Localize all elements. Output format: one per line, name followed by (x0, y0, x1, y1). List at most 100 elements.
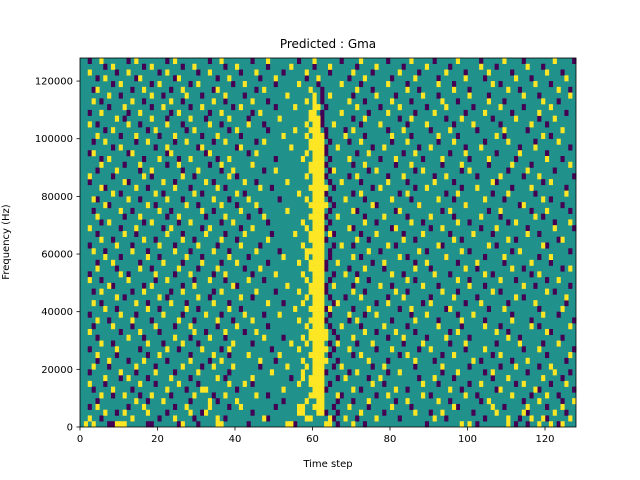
heatmap-cell-low (165, 357, 170, 364)
heatmap-cell-high (316, 184, 321, 191)
heatmap-cell-low (405, 254, 410, 261)
heatmap-cell-high (521, 92, 526, 99)
heatmap-cell-low (355, 207, 360, 214)
heatmap-cell-high (207, 398, 213, 405)
heatmap-cell-low (541, 63, 546, 70)
heatmap-cell-high (145, 202, 151, 209)
heatmap-cell-high (320, 213, 325, 220)
heatmap-cell-high (320, 207, 325, 214)
heatmap-cell-high (188, 156, 193, 163)
heatmap-cell-high (308, 213, 313, 220)
heatmap-cell-low (328, 323, 333, 330)
heatmap-cell-high (118, 421, 123, 428)
heatmap-cell-low (448, 340, 453, 347)
heatmap-cell-high (165, 121, 170, 128)
heatmap-cell-high (304, 294, 309, 301)
heatmap-cell-low (572, 58, 577, 65)
heatmap-cell-low (471, 409, 476, 416)
heatmap-cell-high (103, 202, 108, 209)
heatmap-cell-high (405, 352, 410, 359)
heatmap-cell-low (312, 63, 317, 70)
heatmap-cell-low (281, 334, 286, 341)
heatmap-cell-low (211, 138, 216, 145)
heatmap-cell-high (169, 225, 174, 232)
heatmap-cell-low (262, 167, 267, 174)
heatmap-cell-low (215, 156, 220, 163)
heatmap-cell-low (328, 219, 333, 226)
heatmap-cell-low (502, 132, 507, 139)
heatmap-cell-high (293, 305, 298, 312)
heatmap-cell-low (428, 127, 433, 134)
heatmap-cell-high (246, 352, 251, 359)
heatmap-cell-high (242, 179, 247, 186)
x-tick-label: 60 (306, 434, 319, 445)
heatmap-cell-low (366, 236, 371, 243)
heatmap-cell-low (180, 63, 185, 70)
heatmap-cell-low (328, 69, 333, 76)
heatmap-cell-low (173, 179, 178, 186)
heatmap-cell-low (246, 254, 251, 261)
heatmap-cell-high (378, 375, 383, 382)
heatmap-cell-high (312, 138, 317, 145)
heatmap-cell-low (204, 150, 209, 157)
heatmap-cell-high (390, 132, 395, 139)
heatmap-cell-high (99, 340, 104, 347)
heatmap-cell-low (533, 138, 538, 145)
heatmap-cell-high (421, 392, 426, 399)
heatmap-cell-low (564, 357, 569, 364)
heatmap-cell-high (188, 271, 193, 278)
heatmap-cell-high (366, 357, 371, 364)
heatmap-cell-low (568, 369, 573, 376)
heatmap-cell-low (537, 92, 542, 99)
heatmap-cell-high (308, 334, 313, 341)
heatmap-cell-high (262, 334, 267, 341)
heatmap-cell-high (316, 300, 321, 307)
heatmap-cell-low (572, 346, 577, 353)
heatmap-cell-high (448, 305, 453, 312)
heatmap-cell-high (320, 300, 325, 307)
heatmap-cell-low (235, 236, 240, 243)
heatmap-cell-high (359, 294, 364, 301)
heatmap-cell-low (266, 323, 271, 330)
heatmap-cell-high (316, 403, 321, 410)
heatmap-cell-high (91, 421, 96, 428)
heatmap-cell-low (335, 421, 340, 428)
heatmap-cell-low (138, 392, 143, 399)
heatmap-cell-low (494, 63, 499, 70)
heatmap-cell-high (444, 173, 449, 180)
heatmap-cell-high (196, 167, 201, 174)
heatmap-cell-low (324, 259, 329, 266)
heatmap-cell-high (316, 305, 321, 312)
heatmap-cell-low (486, 207, 492, 214)
heatmap-cell-high (459, 248, 464, 255)
heatmap-cell-high (219, 202, 224, 209)
heatmap-cell-low (514, 236, 519, 243)
heatmap-cell-low (111, 392, 116, 399)
heatmap-cell-low (548, 328, 554, 335)
heatmap-cell-low (397, 115, 402, 122)
heatmap-cell-low (393, 207, 399, 214)
heatmap-cell-high (537, 271, 542, 278)
heatmap-cell-low (351, 305, 356, 312)
heatmap-cell-high (498, 207, 503, 214)
heatmap-cell-high (320, 248, 325, 255)
heatmap-cell-low (370, 184, 375, 191)
heatmap-cell-low (510, 109, 515, 116)
heatmap-cell-low (122, 115, 127, 122)
heatmap-cell-low (568, 207, 573, 214)
heatmap-cell-high (312, 230, 317, 237)
heatmap-cell-high (316, 340, 321, 347)
heatmap-cell-low (521, 265, 526, 272)
heatmap-cell-high (304, 132, 309, 139)
heatmap-cell-high (533, 300, 538, 307)
heatmap-cell-high (347, 311, 352, 318)
heatmap-cell-low (568, 86, 573, 93)
heatmap-cell-high (568, 352, 573, 359)
heatmap-cell-low (490, 375, 495, 382)
heatmap-cell-high (285, 421, 290, 428)
heatmap-cell-low (235, 386, 240, 393)
heatmap-cell-high (219, 58, 224, 65)
heatmap-cell-low (424, 104, 430, 111)
heatmap-cell-high (541, 132, 546, 139)
heatmap-cell-low (111, 340, 116, 347)
